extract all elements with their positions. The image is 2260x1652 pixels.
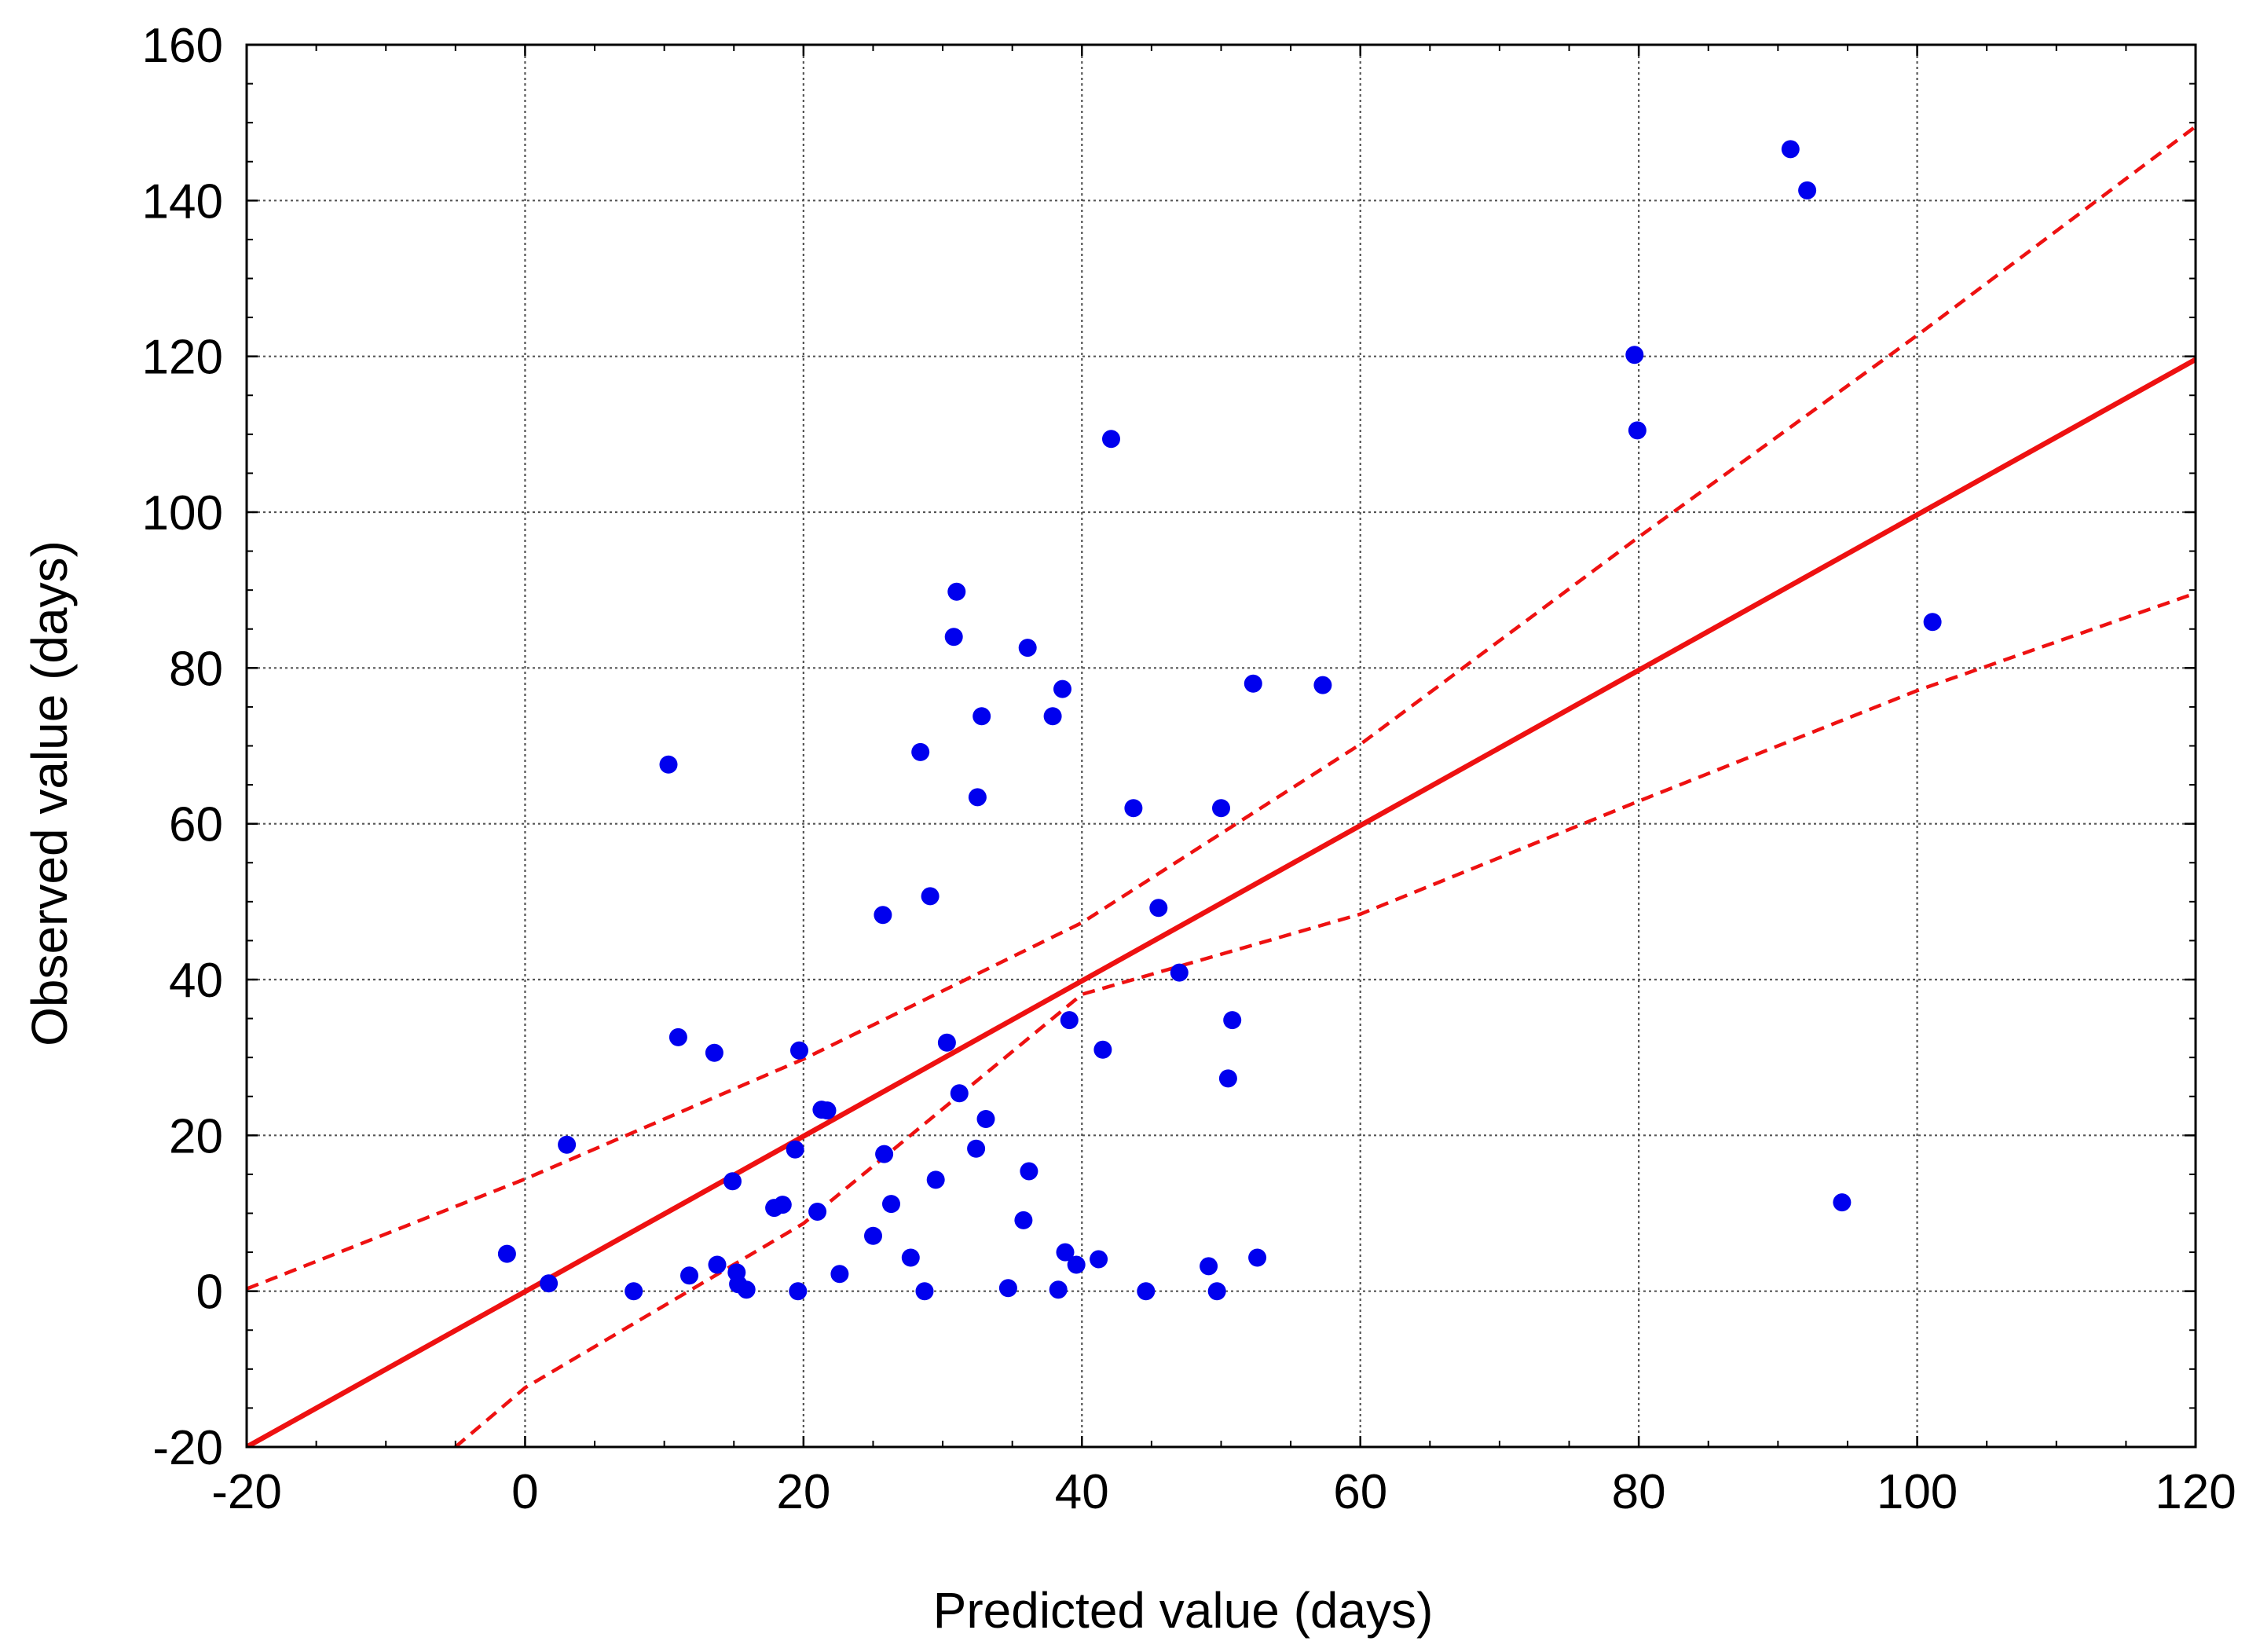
data-point-50 xyxy=(1093,1040,1112,1059)
data-point-49 xyxy=(1090,1250,1108,1269)
data-point-16 xyxy=(789,1282,808,1301)
y-axis-label: Observed value (days) xyxy=(21,540,78,1046)
data-point-52 xyxy=(1124,799,1143,818)
data-point-7 xyxy=(705,1043,723,1062)
data-point-44 xyxy=(1049,1280,1068,1299)
data-point-22 xyxy=(864,1226,882,1245)
y-tick-label: 100 xyxy=(142,486,223,540)
data-point-56 xyxy=(1200,1257,1218,1276)
data-point-28 xyxy=(915,1282,934,1301)
data-point-42 xyxy=(1020,1162,1038,1181)
data-point-54 xyxy=(1149,899,1168,918)
data-point-69 xyxy=(1923,613,1942,632)
y-tick-label: 60 xyxy=(169,798,223,852)
data-point-41 xyxy=(1018,639,1037,658)
y-tick-label: 140 xyxy=(142,174,223,229)
data-point-51 xyxy=(1102,430,1120,449)
data-point-45 xyxy=(1053,679,1071,698)
lower-confidence-band xyxy=(454,591,2196,1447)
data-point-17 xyxy=(790,1041,808,1060)
data-point-23 xyxy=(874,906,892,925)
data-point-38 xyxy=(976,1110,995,1128)
y-axis-ticks: -20 0 20 40 60 80 100 120 140 160 xyxy=(142,19,2196,1475)
grid-lines xyxy=(247,45,2196,1447)
x-axis-label: Predicted value (days) xyxy=(933,1582,1434,1639)
data-point-8 xyxy=(708,1255,727,1274)
data-point-20 xyxy=(818,1101,837,1120)
plot-border xyxy=(245,43,2197,1449)
data-point-18 xyxy=(808,1203,827,1221)
y-tick-label: 160 xyxy=(142,19,223,73)
data-point-6 xyxy=(680,1266,698,1285)
data-point-33 xyxy=(947,582,966,601)
data-point-65 xyxy=(1628,421,1646,440)
y-tick-label: 40 xyxy=(169,954,223,1008)
data-point-40 xyxy=(1014,1211,1033,1229)
data-point-61 xyxy=(1244,674,1262,693)
data-point-12 xyxy=(737,1280,756,1299)
y-tick-label: -20 xyxy=(152,1421,223,1475)
data-point-27 xyxy=(911,742,930,761)
y-tick-label: 0 xyxy=(196,1266,223,1320)
data-point-31 xyxy=(937,1033,956,1052)
data-point-34 xyxy=(950,1084,969,1103)
data-point-32 xyxy=(944,628,963,647)
data-point-29 xyxy=(921,887,940,906)
data-point-46 xyxy=(1056,1243,1075,1262)
data-point-55 xyxy=(1170,963,1189,982)
upper-confidence-band xyxy=(247,125,2196,1291)
x-tick-label: 120 xyxy=(2155,1465,2236,1519)
plot-frame xyxy=(245,43,2197,1449)
data-point-30 xyxy=(926,1170,945,1189)
data-point-64 xyxy=(1625,346,1644,364)
data-point-37 xyxy=(972,707,991,726)
data-point-43 xyxy=(1043,707,1062,726)
data-point-59 xyxy=(1218,1069,1237,1088)
data-point-66 xyxy=(1781,140,1800,159)
x-tick-label: 40 xyxy=(1055,1465,1109,1519)
x-tick-label: 80 xyxy=(1612,1465,1666,1519)
data-point-4 xyxy=(659,755,678,774)
data-point-47 xyxy=(1060,1011,1079,1030)
data-point-63 xyxy=(1313,676,1332,694)
regression-line xyxy=(247,357,2196,1447)
data-point-3 xyxy=(625,1282,643,1301)
y-tick-label: 20 xyxy=(169,1109,223,1163)
data-point-57 xyxy=(1207,1282,1226,1301)
fit-lines xyxy=(247,125,2196,1447)
data-point-5 xyxy=(668,1027,687,1046)
data-point-36 xyxy=(968,788,987,807)
data-point-15 xyxy=(786,1140,804,1159)
x-tick-label: 100 xyxy=(1877,1465,1958,1519)
x-tick-label: 0 xyxy=(511,1465,538,1519)
data-point-62 xyxy=(1248,1248,1267,1267)
data-point-0 xyxy=(497,1244,516,1263)
x-tick-label: -20 xyxy=(211,1465,282,1519)
data-point-21 xyxy=(830,1265,849,1284)
data-point-60 xyxy=(1223,1011,1242,1030)
x-axis-ticks: -20 0 20 40 60 80 100 120 xyxy=(211,45,2236,1519)
data-point-35 xyxy=(967,1139,986,1158)
y-tick-label: 120 xyxy=(142,331,223,385)
data-point-9 xyxy=(723,1172,742,1191)
data-point-58 xyxy=(1212,799,1230,818)
x-tick-label: 20 xyxy=(776,1465,830,1519)
data-point-68 xyxy=(1833,1193,1852,1212)
data-point-25 xyxy=(882,1195,900,1214)
data-point-39 xyxy=(998,1279,1017,1298)
data-point-26 xyxy=(901,1248,920,1267)
y-tick-label: 80 xyxy=(169,642,223,696)
data-point-1 xyxy=(540,1274,559,1293)
data-point-48 xyxy=(1067,1255,1086,1274)
data-point-67 xyxy=(1798,181,1817,200)
data-point-53 xyxy=(1137,1282,1156,1301)
data-point-2 xyxy=(558,1135,577,1154)
data-point-14 xyxy=(773,1196,792,1214)
data-points xyxy=(497,140,1942,1301)
x-tick-label: 60 xyxy=(1333,1465,1387,1519)
data-point-24 xyxy=(875,1145,894,1163)
